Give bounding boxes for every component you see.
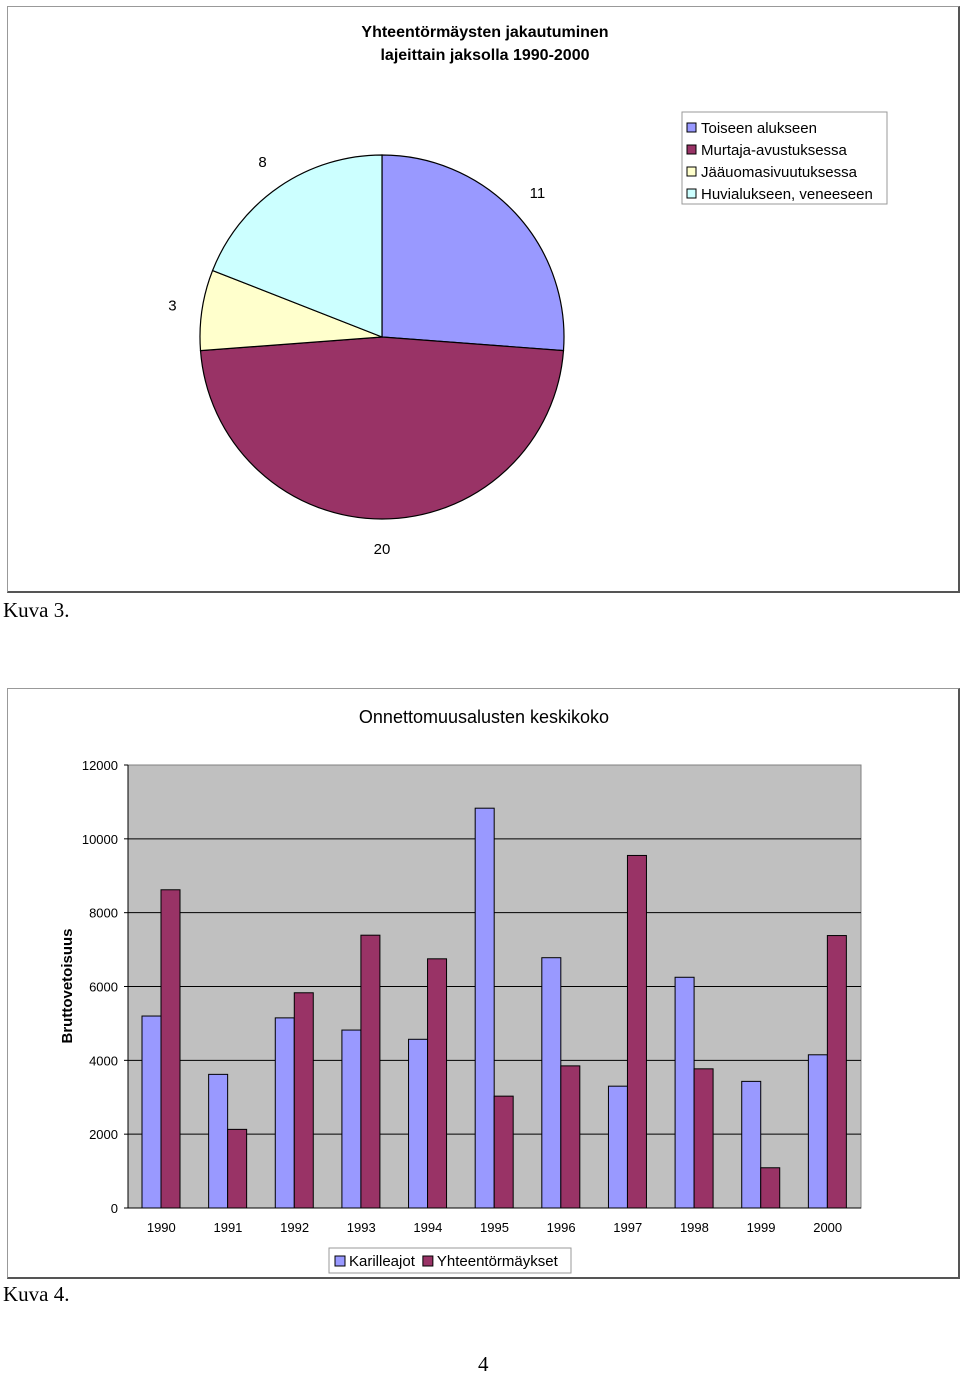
x-tick-label-1992: 1992 xyxy=(280,1220,309,1235)
x-tick-label-1997: 1997 xyxy=(613,1220,642,1235)
x-tick-label-2000: 2000 xyxy=(813,1220,842,1235)
pie-legend-swatch-jaauomasivuutuksessa xyxy=(686,166,697,177)
x-tick-label-1994: 1994 xyxy=(413,1220,442,1235)
bar-karilleajot-1990 xyxy=(141,1015,162,1209)
y-tick-label-10000: 10000 xyxy=(82,832,118,847)
bar-yhteentormaykset-1992 xyxy=(293,992,314,1209)
figure-caption-3: Kuva 3. xyxy=(3,598,70,622)
bar-legend: Karilleajot Yhteentörmäykset xyxy=(328,1247,572,1274)
pie-legend-swatch-toiseen-alukseen xyxy=(686,122,697,133)
bar-karilleajot-1992 xyxy=(274,1017,295,1209)
pie-legend-label-jaauomasivuutuksessa: Jääuomasivuutuksessa xyxy=(701,164,858,181)
pie-legend-label-huvialukseen-veneeseen: Huvialukseen, veneeseen xyxy=(701,186,873,203)
y-tick-label-4000: 4000 xyxy=(89,1053,118,1068)
x-tick-label-1999: 1999 xyxy=(747,1220,776,1235)
pie-legend-box xyxy=(681,111,888,205)
pie-legend-label-toiseen-alukseen: Toiseen alukseen xyxy=(701,120,817,137)
y-tick-label-2000: 2000 xyxy=(89,1127,118,1142)
y-axis-label: Bruttovetoisuus xyxy=(59,928,76,1043)
x-tick-label-1998: 1998 xyxy=(680,1220,709,1235)
pie-legend: Toiseen alukseen Murtaja-avustuksessa Jääu… xyxy=(681,111,888,205)
bar-yhteentormaykset-1990 xyxy=(160,889,181,1209)
bar-karilleajot-1999 xyxy=(741,1080,762,1209)
pie-slice-murtaja-avustuksessa xyxy=(199,336,565,520)
pie-label-jaauomasivuutuksessa: 3 xyxy=(168,297,176,314)
x-tick-label-1991: 1991 xyxy=(213,1220,242,1235)
bar-karilleajot-1993 xyxy=(341,1029,362,1209)
x-tick-label-1993: 1993 xyxy=(347,1220,376,1235)
x-tick-label-1995: 1995 xyxy=(480,1220,509,1235)
pie-slice-toiseen-alukseen xyxy=(381,154,565,352)
y-tick-label-12000: 12000 xyxy=(82,758,118,773)
pie-chart-frame: Yhteentörmäysten jakautuminen lajeittain… xyxy=(7,6,960,593)
bar-chart-title: Onnettomuusalusten keskikoko xyxy=(359,707,609,727)
bar-yhteentormaykset-1993 xyxy=(360,934,381,1209)
bar-legend-swatch-yhteentormaykset xyxy=(422,1255,434,1267)
bar-yhteentormaykset-2000 xyxy=(826,935,847,1209)
bar-karilleajot-1996 xyxy=(541,957,562,1209)
bar-karilleajot-1998 xyxy=(674,976,695,1209)
bar-karilleajot-2000 xyxy=(807,1054,828,1209)
bar-legend-swatch-karilleajot xyxy=(334,1255,346,1267)
bar-chart: Onnettomuusalusten keskikoko Bruttovetoi… xyxy=(59,707,862,1274)
pie-label-huvialukseen-veneeseen: 8 xyxy=(258,154,266,171)
figure-caption-4: Kuva 4. xyxy=(3,1282,70,1306)
bar-yhteentormaykset-1996 xyxy=(560,1065,581,1209)
pie-legend-swatch-huvialukseen-veneeseen xyxy=(686,188,697,199)
bar-chart-frame: Onnettomuusalusten keskikoko Bruttovetoi… xyxy=(7,688,960,1279)
pie-slices xyxy=(199,154,565,520)
pie-title-line-1: Yhteentörmäysten jakautuminen xyxy=(361,24,608,41)
x-tick-label-1990: 1990 xyxy=(147,1220,176,1235)
page-number: 4 xyxy=(478,1352,489,1376)
bar-plot-area: 0 2000 4000 6000 8000 10000 12000 1990 1991 1992 1… xyxy=(82,758,862,1235)
bar-legend-label-karilleajot: Karilleajot xyxy=(349,1253,416,1270)
bar-karilleajot-1997 xyxy=(607,1085,628,1209)
bar-karilleajot-1994 xyxy=(408,1038,429,1209)
bar-yhteentormaykset-1998 xyxy=(693,1068,714,1209)
y-tick-label-8000: 8000 xyxy=(89,906,118,921)
y-tick-label-0: 0 xyxy=(111,1201,118,1216)
bar-legend-label-yhteentormaykset: Yhteentörmäykset xyxy=(437,1253,559,1270)
bar-yhteentormaykset-1994 xyxy=(427,958,448,1209)
pie-data-labels: 11 20 3 8 xyxy=(168,154,545,558)
bar-yhteentormaykset-1991 xyxy=(227,1128,248,1209)
pie-legend-label-murtaja-avustuksessa: Murtaja-avustuksessa xyxy=(701,142,848,159)
pie-label-toiseen-alukseen: 11 xyxy=(530,185,546,202)
pie-title-line-2: lajeittain jaksolla 1990-2000 xyxy=(380,47,589,64)
bar-karilleajot-1995 xyxy=(474,807,495,1209)
bar-yhteentormaykset-1997 xyxy=(626,854,647,1209)
bar-karilleajot-1991 xyxy=(208,1073,229,1209)
y-tick-label-6000: 6000 xyxy=(89,980,118,995)
pie-slice-huvialukseen-veneeseen xyxy=(211,154,383,338)
pie-label-murtaja-avustuksessa: 20 xyxy=(374,541,391,558)
x-tick-label-1996: 1996 xyxy=(547,1220,576,1235)
bar-yhteentormaykset-1995 xyxy=(493,1095,514,1209)
bar-yhteentormaykset-1999 xyxy=(760,1167,781,1209)
bar-legend-box xyxy=(328,1247,572,1274)
pie-legend-swatch-murtaja-avustuksessa xyxy=(686,144,697,155)
pie-chart: Yhteentörmäysten jakautuminen lajeittain… xyxy=(168,24,888,558)
